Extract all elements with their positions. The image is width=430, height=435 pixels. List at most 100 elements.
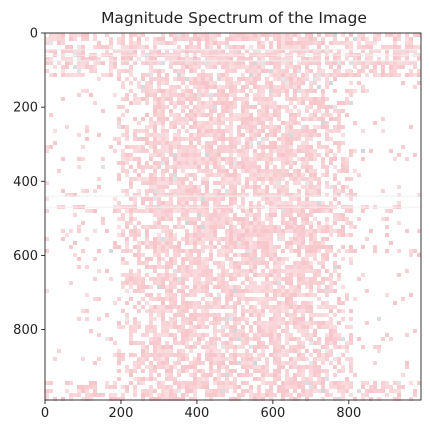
heatmap-cell <box>277 105 281 109</box>
heatmap-cell <box>45 197 49 201</box>
heatmap-cell <box>233 101 237 105</box>
heatmap-cell <box>129 233 133 237</box>
heatmap-cell <box>209 121 213 125</box>
heatmap-cell <box>289 101 293 105</box>
heatmap-cell <box>289 129 293 133</box>
heatmap-cell <box>209 133 213 137</box>
heatmap-cell <box>213 245 217 249</box>
plot-area <box>44 32 422 401</box>
heatmap-cell <box>357 69 361 73</box>
heatmap-cell <box>233 301 237 305</box>
heatmap-cell <box>281 133 285 137</box>
heatmap-cell <box>173 337 177 341</box>
heatmap-cell <box>261 345 265 349</box>
heatmap-cell <box>325 301 329 305</box>
heatmap-cell <box>277 321 281 325</box>
heatmap-cell <box>221 269 225 273</box>
heatmap-cell <box>333 313 337 317</box>
heatmap-cell <box>269 113 273 117</box>
heatmap-cell <box>133 233 137 237</box>
heatmap-cell <box>321 225 325 229</box>
heatmap-cell <box>69 33 73 37</box>
heatmap-cell <box>145 93 149 97</box>
heatmap-cell <box>109 69 113 73</box>
heatmap-cell <box>309 81 313 85</box>
heatmap-cell <box>345 165 349 169</box>
heatmap-cell <box>261 329 265 333</box>
heatmap-cell <box>209 217 213 221</box>
heatmap-cell <box>253 337 257 341</box>
heatmap-cell <box>161 89 165 93</box>
heatmap-cell <box>305 249 309 253</box>
heatmap-cell <box>137 121 141 125</box>
heatmap-cell <box>365 45 369 49</box>
heatmap-cell <box>245 389 249 393</box>
heatmap-cell <box>253 121 257 125</box>
heatmap-cell <box>321 145 325 149</box>
heatmap-cell <box>297 289 301 293</box>
heatmap-cell <box>373 73 377 77</box>
heatmap-cell <box>345 345 349 349</box>
heatmap-cell <box>185 57 189 61</box>
heatmap-cell <box>313 257 317 261</box>
heatmap-cell <box>301 177 305 181</box>
heatmap-cell <box>293 181 297 185</box>
heatmap-cell <box>293 85 297 89</box>
heatmap-cell <box>193 257 197 261</box>
heatmap-cell <box>293 113 297 117</box>
heatmap-cell <box>369 57 373 61</box>
heatmap-cell <box>233 85 237 89</box>
heatmap-cell <box>57 169 61 173</box>
heatmap-cell <box>177 201 181 205</box>
heatmap-cell <box>237 193 241 197</box>
heatmap-cell <box>221 93 225 97</box>
heatmap-cell <box>257 101 261 105</box>
heatmap-cell <box>217 45 221 49</box>
heatmap-cell <box>245 365 249 369</box>
heatmap-cell <box>181 201 185 205</box>
heatmap-cell <box>317 141 321 145</box>
heatmap-cell <box>281 393 285 397</box>
heatmap-cell <box>325 85 329 89</box>
heatmap-cell <box>277 345 281 349</box>
heatmap-cell <box>141 349 145 353</box>
heatmap-cell <box>273 357 277 361</box>
heatmap-cell <box>405 269 409 273</box>
heatmap-cell <box>261 193 265 197</box>
heatmap-cell <box>185 233 189 237</box>
heatmap-cell <box>257 245 261 249</box>
heatmap-cell <box>337 265 341 269</box>
heatmap-cell <box>325 353 329 357</box>
heatmap-cell <box>241 273 245 277</box>
heatmap-cell <box>289 349 293 353</box>
heatmap-cell <box>309 181 313 185</box>
heatmap-cell <box>261 305 265 309</box>
heatmap-cell <box>117 397 121 401</box>
heatmap-cell <box>385 233 389 237</box>
heatmap-cell <box>269 181 273 185</box>
heatmap-cell <box>257 49 261 53</box>
heatmap-cell <box>185 165 189 169</box>
heatmap-cell <box>313 369 317 373</box>
heatmap-cell <box>225 193 229 197</box>
heatmap-cell <box>149 265 153 269</box>
heatmap-cell <box>297 293 301 297</box>
heatmap-cell <box>349 101 353 105</box>
heatmap-cell <box>169 373 173 377</box>
heatmap-cell <box>277 389 281 393</box>
heatmap-cell <box>305 377 309 381</box>
heatmap-cell <box>225 81 229 85</box>
heatmap-cell <box>305 141 309 145</box>
heatmap-cell <box>317 125 321 129</box>
heatmap-cell <box>45 37 49 41</box>
heatmap-cell <box>173 297 177 301</box>
heatmap-cell <box>305 77 309 81</box>
heatmap-cell <box>225 77 229 81</box>
heatmap-cell <box>317 321 321 325</box>
heatmap-cell <box>233 105 237 109</box>
heatmap-cell <box>233 325 237 329</box>
heatmap-cell <box>165 321 169 325</box>
heatmap-cell <box>205 213 209 217</box>
heatmap-cell <box>381 129 385 133</box>
heatmap-cell <box>181 61 185 65</box>
